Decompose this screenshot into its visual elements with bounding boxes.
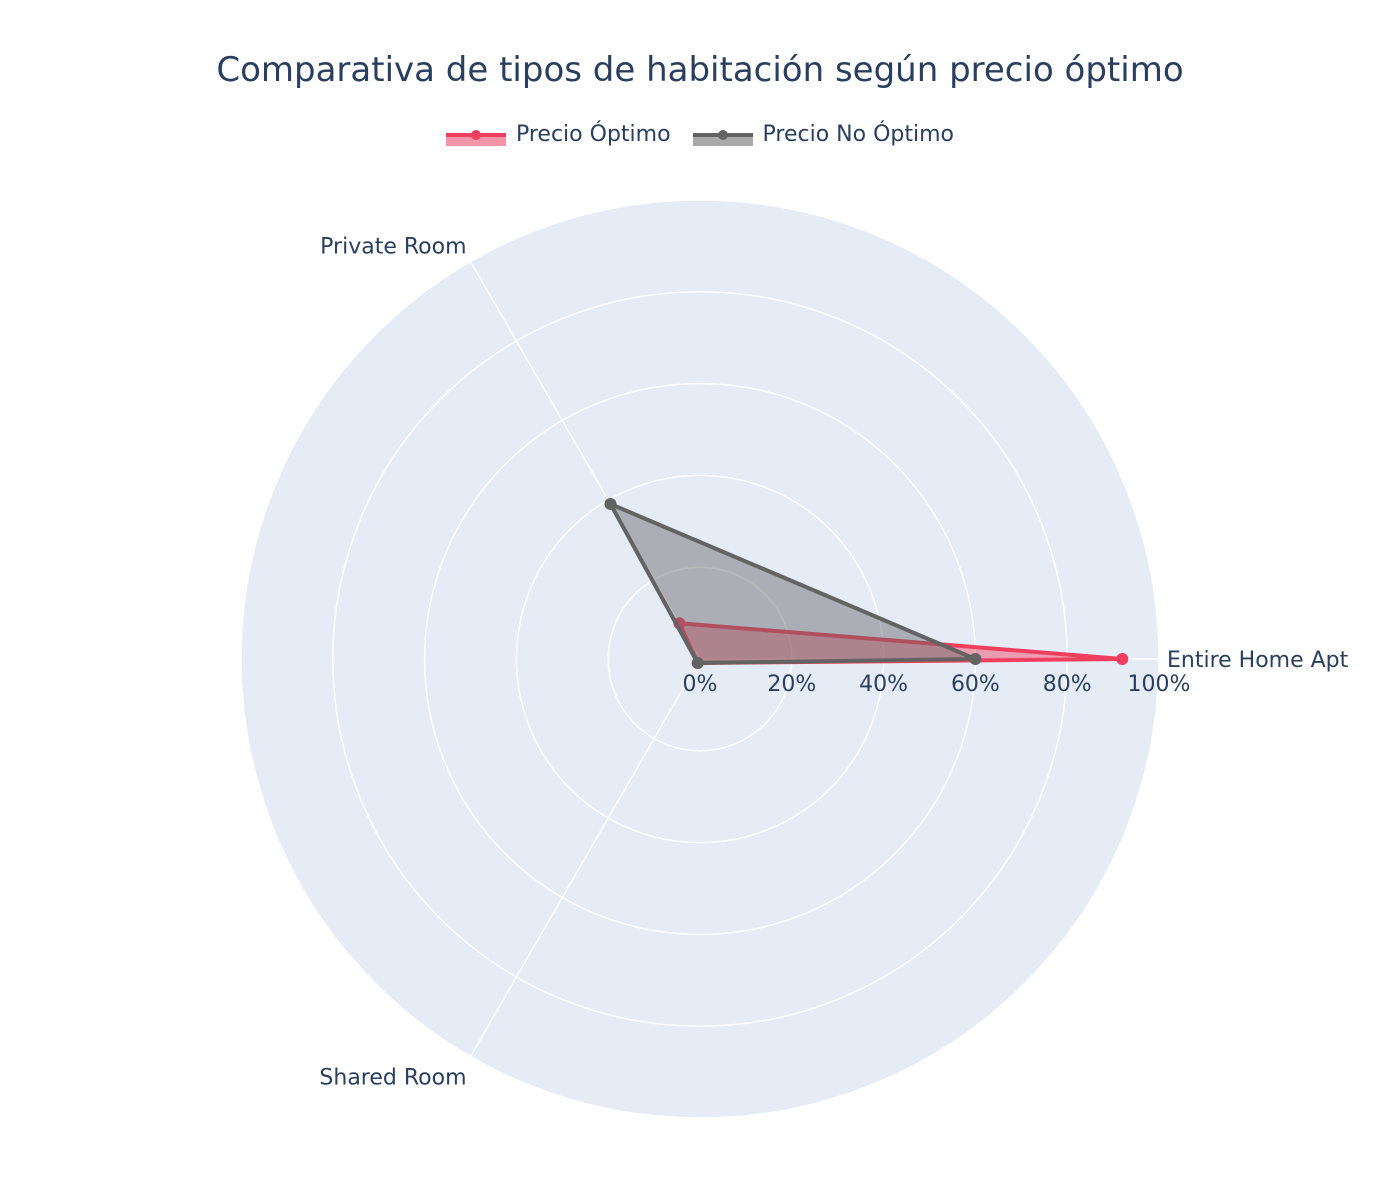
series-1-point-0 xyxy=(969,653,982,665)
series-0-point-0 xyxy=(1116,653,1129,665)
radial-tick-label-2: 40% xyxy=(859,672,908,697)
chart-title: Comparativa de tipos de habitación según… xyxy=(216,50,1184,90)
radial-tick-label-3: 60% xyxy=(951,672,1000,697)
radial-tick-label-0: 0% xyxy=(683,672,718,697)
radial-tick-label-1: 20% xyxy=(767,672,816,697)
category-label-1: Private Room xyxy=(320,234,466,259)
legend-label-precio-no-optimo: Precio No Óptimo xyxy=(762,122,955,147)
category-label-2: Shared Room xyxy=(319,1066,466,1091)
legend: Precio Óptimo Precio No Óptimo xyxy=(0,122,1400,147)
legend-swatch-precio-no-optimo xyxy=(692,129,753,146)
radial-tick-label-5: 100% xyxy=(1128,672,1191,697)
angular-axis-line-2 xyxy=(469,658,701,1057)
angular-axis-line-1 xyxy=(469,261,701,660)
series-area-1 xyxy=(608,502,978,665)
series-1-point-1 xyxy=(604,497,617,510)
radial-tick-label-4: 80% xyxy=(1043,672,1092,697)
category-label-0: Entire Home Apt xyxy=(1167,648,1349,673)
legend-label-precio-optimo: Precio Óptimo xyxy=(515,122,671,147)
legend-swatch-precio-optimo xyxy=(445,129,506,146)
series-1-point-2 xyxy=(691,656,704,669)
legend-item-precio-no-optimo[interactable]: Precio No Óptimo xyxy=(692,122,955,147)
legend-item-precio-optimo[interactable]: Precio Óptimo xyxy=(445,122,671,147)
